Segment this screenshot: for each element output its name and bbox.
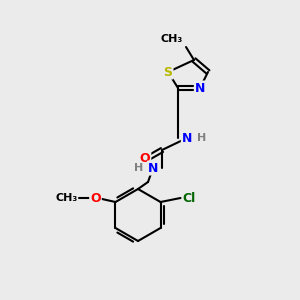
Text: CH₃: CH₃ [161,34,183,44]
Text: O: O [140,152,150,164]
Text: H: H [197,133,206,143]
Text: N: N [195,82,205,94]
Text: H: H [134,163,143,173]
Text: N: N [182,131,192,145]
Text: O: O [90,191,101,205]
Text: Cl: Cl [182,191,196,205]
Text: N: N [148,161,158,175]
Text: S: S [164,65,172,79]
Text: CH₃: CH₃ [55,193,77,203]
